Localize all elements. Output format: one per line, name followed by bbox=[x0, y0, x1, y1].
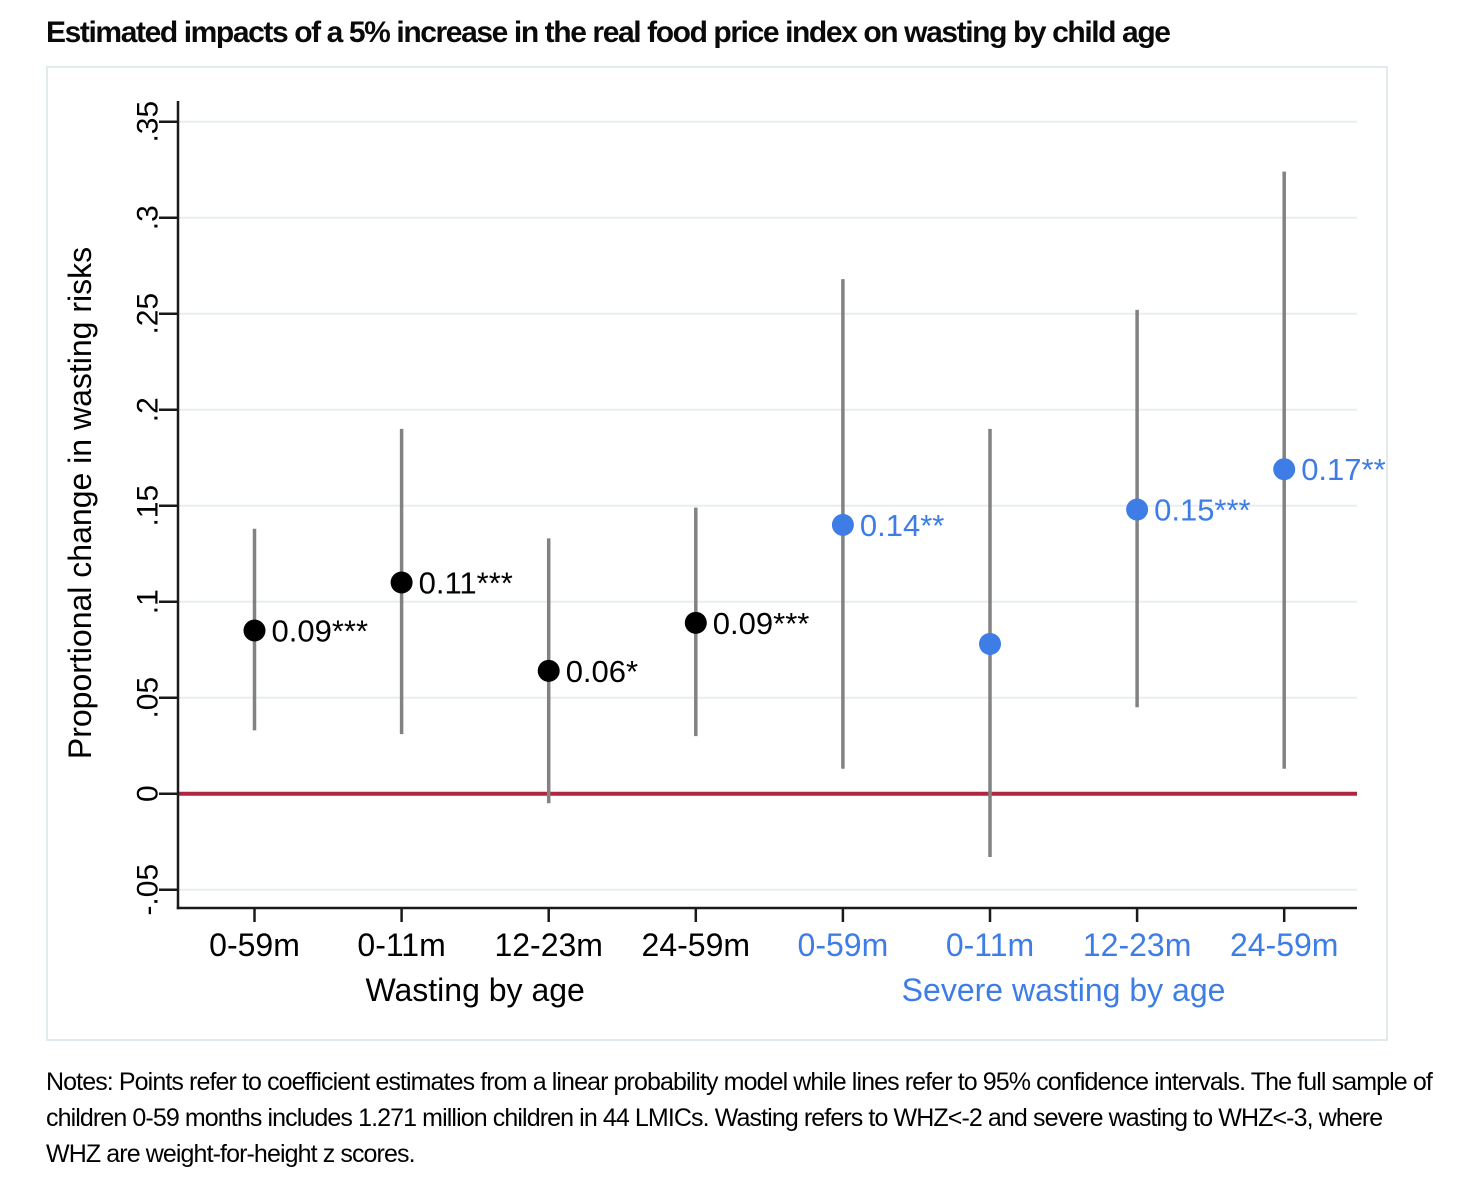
group-label: Wasting by age bbox=[365, 972, 584, 1008]
y-tick-label: .3 bbox=[132, 205, 165, 230]
figure-notes: Notes: Points refer to coefficient estim… bbox=[46, 1068, 1433, 1168]
y-tick-label: .05 bbox=[132, 677, 165, 719]
category-label: 24-59m bbox=[1230, 927, 1339, 963]
estimate-point bbox=[831, 513, 854, 536]
y-tick-label: -.05 bbox=[132, 864, 165, 916]
estimate-label: 0.15*** bbox=[1154, 493, 1251, 528]
estimate-point bbox=[684, 611, 707, 634]
estimate-point bbox=[979, 632, 1001, 655]
group-label: Severe wasting by age bbox=[902, 972, 1226, 1008]
estimate-label: 0.06* bbox=[566, 654, 638, 689]
estimate-point bbox=[390, 571, 413, 594]
y-tick-label: 0 bbox=[132, 785, 165, 802]
estimate-label: 0.11*** bbox=[419, 566, 513, 601]
estimate-label: 0.09*** bbox=[272, 614, 369, 649]
estimate-label: 0.14** bbox=[860, 508, 944, 543]
category-label: 24-59m bbox=[642, 927, 751, 963]
estimate-point bbox=[243, 619, 266, 642]
y-tick-label: .15 bbox=[132, 485, 165, 527]
category-label: 0-11m bbox=[946, 927, 1034, 963]
y-axis-title: Proportional change in wasting risks bbox=[62, 247, 98, 759]
estimate-point bbox=[1273, 458, 1296, 481]
y-tick-label: .2 bbox=[132, 397, 165, 422]
chart-title: Estimated impacts of a 5% increase in th… bbox=[46, 16, 1171, 49]
estimate-point bbox=[537, 659, 560, 682]
category-label: 0-11m bbox=[357, 927, 445, 963]
estimate-point bbox=[1126, 498, 1149, 521]
y-tick-label: .25 bbox=[132, 293, 165, 335]
y-tick-label: .35 bbox=[132, 101, 165, 143]
estimate-label: 0.17** bbox=[1301, 452, 1385, 487]
figure-frame: -.05 0 .05 .1 .15 .2 .25 .3 .35 Proportional chan… bbox=[46, 66, 1388, 1041]
chart-svg: -.05 0 .05 .1 .15 .2 .25 .3 .35 Proportional chan… bbox=[62, 101, 1386, 1008]
category-label: 12-23m bbox=[494, 927, 603, 963]
estimate-label: 0.09*** bbox=[713, 606, 810, 641]
y-tick-label: .1 bbox=[132, 589, 165, 614]
category-label: 12-23m bbox=[1083, 927, 1192, 963]
category-label: 0-59m bbox=[798, 927, 889, 963]
category-label: 0-59m bbox=[209, 927, 300, 963]
